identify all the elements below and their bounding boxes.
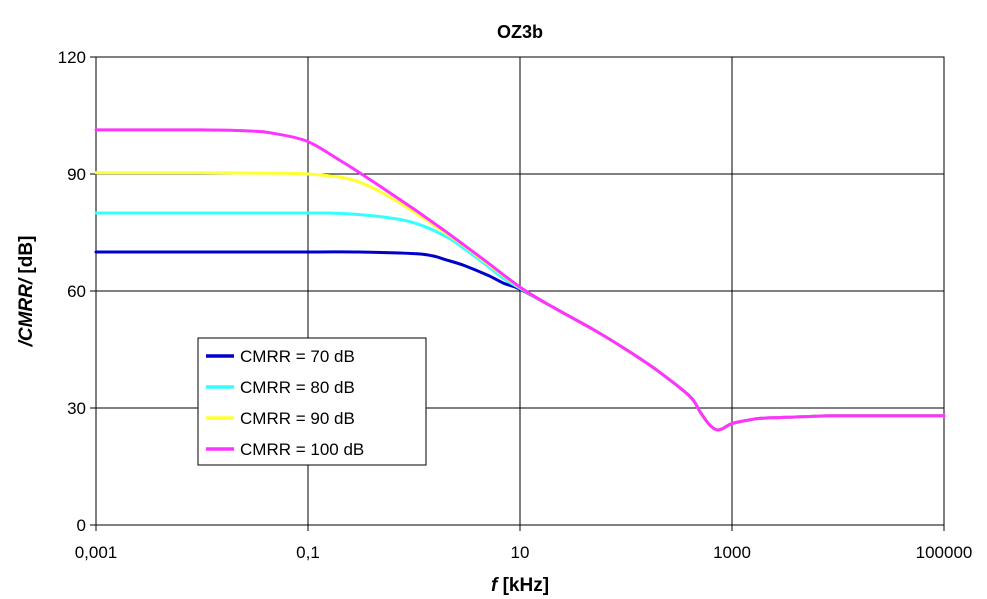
x-axis-title: f [kHz] — [491, 575, 549, 596]
x-tick-labels: 0,001 0,1 10 1000 100000 — [75, 543, 973, 562]
legend-label-3: CMRR = 90 dB — [240, 409, 355, 428]
y-tick-label: 60 — [67, 282, 86, 301]
x-tick-label: 1000 — [713, 543, 751, 562]
chart-title: OZ3b — [497, 22, 543, 42]
legend-label-4: CMRR = 100 dB — [240, 440, 364, 459]
legend-label-1: CMRR = 70 dB — [240, 347, 355, 366]
y-axis-title: /CMRR/ [dB] — [16, 236, 37, 348]
x-tick-label: 100000 — [916, 543, 973, 562]
legend-label-2: CMRR = 80 dB — [240, 378, 355, 397]
legend-box — [197, 337, 427, 466]
series-lines — [94, 128, 946, 432]
series-line-4 — [94, 128, 946, 432]
y-tick-label: 0 — [77, 516, 86, 535]
x-tick-label: 0,1 — [296, 543, 320, 562]
axes — [90, 56, 945, 531]
y-tick-label: 30 — [67, 399, 86, 418]
legend: CMRR = 70 dB CMRR = 80 dB CMRR = 90 dB CMRR… — [197, 337, 427, 466]
y-tick-label: 120 — [58, 48, 86, 67]
x-tick-label: 0,001 — [75, 543, 118, 562]
y-tick-label: 90 — [67, 165, 86, 184]
x-tick-label: 10 — [511, 543, 530, 562]
y-tick-labels: 0 30 60 90 120 — [58, 48, 86, 535]
